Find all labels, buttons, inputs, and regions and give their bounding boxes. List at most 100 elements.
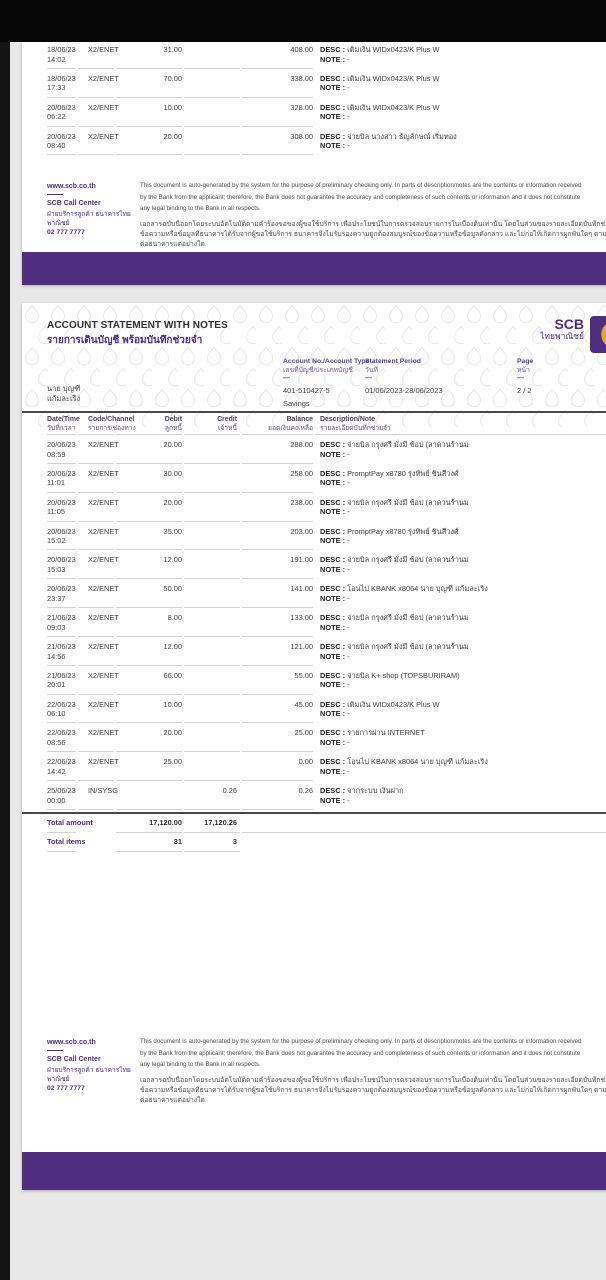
table-row: 21/06/23 20:01 X2/ENET 66.00 55.00 DESC … [22, 668, 606, 697]
row-description: DESC : PromptPay x8780 รุ่งทิพย์ ชินสีวง… [320, 527, 606, 546]
desc-label: DESC : [320, 786, 346, 796]
header-date-time: Date/Time วันที่/เวลา [47, 415, 80, 433]
row-datetime: 25/06/23 00:00 [47, 786, 89, 805]
header-debit: Debit ลูกหนี้ [117, 415, 182, 433]
desc-label: DESC : [320, 45, 346, 54]
row-date: 21/06/23 [47, 670, 76, 680]
row-separator [47, 67, 76, 69]
row-description: DESC : จ่ายบิล กรุงศรี มั่งมี ช้อป (ลาดว… [320, 440, 606, 459]
note-text: - [347, 622, 350, 632]
row-separator [78, 154, 114, 156]
totals-separator [184, 831, 240, 833]
row-separator [242, 664, 313, 666]
total-amount-row: Total amount 17,120.00 17,120.26 [22, 814, 606, 833]
header-en: Balance [286, 416, 313, 423]
row-description: DESC : เติมเงิน WIDx0423/K Plus W NOTE :… [320, 74, 606, 93]
scb-logo-text: SCB ไทยพาณิชย์ [518, 317, 584, 342]
row-channel: X2/ENET [88, 757, 119, 767]
row-channel: X2/ENET [88, 641, 119, 651]
row-channel: X2/ENET [88, 699, 119, 709]
note-text: - [347, 593, 350, 603]
scb-egg-pattern [22, 303, 606, 427]
header-balance: Balance ยอดเงินคงเหลือ [242, 415, 313, 433]
row-date: 20/06/23 [47, 526, 76, 536]
row-debit: 31.00 [163, 45, 183, 54]
row-balance: 288.00 [290, 440, 313, 449]
label-dash: — [365, 375, 372, 382]
header-en: Description/Note [320, 416, 376, 423]
row-debit: 12.00 [163, 641, 183, 651]
row-debit: 20.00 [163, 131, 183, 141]
note-text: - [347, 738, 350, 748]
totals-separator [116, 850, 182, 852]
page-label-th: หน้า [517, 367, 530, 374]
row-separator [47, 520, 76, 522]
row-separator [78, 520, 114, 522]
totals-separator [242, 831, 606, 833]
scb-website-link: www.scb.co.th [47, 183, 96, 190]
row-debit: 20.00 [163, 497, 183, 507]
transactions-table-page1: 18/06/23 14:02 X2/ENET 31.00 408.00 DESC… [22, 42, 606, 157]
disclaimer-th-line: ต่อธนาคารแต่อย่างใด [140, 1096, 205, 1104]
row-channel: X2/ENET [88, 613, 119, 623]
statement-period-column: Statement Period วันที่ — 01/06/2023-28/… [365, 357, 443, 396]
desc-label: DESC : [320, 73, 346, 83]
footer-disclaimer-block: This document is auto-generated by the s… [140, 1036, 606, 1106]
viewer-left-edge [0, 0, 10, 1280]
table-row: 22/06/23 06:10 X2/ENET 10.00 45.00 DESC … [22, 697, 606, 726]
row-separator [242, 125, 313, 127]
row-separator [116, 125, 182, 127]
table-row: 18/06/23 14:02 X2/ENET 31.00 408.00 DESC… [22, 42, 606, 71]
row-separator [184, 693, 240, 695]
row-datetime: 20/06/23 23:37 [47, 584, 89, 603]
row-description: DESC : โอนไป KBANK x8064 นาย บุญฑี แก้มล… [320, 584, 606, 603]
disclaimer-en-line: any legal binding to the Bank in all res… [140, 1061, 261, 1069]
table-row: 20/06/23 15:03 X2/ENET 12.00 191.00 DESC… [22, 552, 606, 581]
note-label: NOTE : [320, 83, 346, 93]
desc-label: DESC : [320, 102, 346, 112]
row-separator [116, 635, 182, 637]
header-th: ลูกหนี้ [164, 425, 182, 432]
row-description: DESC : จ่ายบิล กรุงศรี มั่งมี ช้อป (ลาดว… [320, 642, 606, 661]
statement-title-en: ACCOUNT STATEMENT WITH NOTES [47, 320, 228, 331]
row-description: DESC : จ่ายบิล K+ shop (TOPSBURIRAM) NOT… [320, 671, 606, 690]
row-separator [47, 578, 76, 580]
row-datetime: 20/06/23 15:03 [47, 555, 89, 574]
row-description: DESC : รายการผ่าน INTERNET NOTE : - [320, 728, 606, 747]
note-text: - [347, 449, 350, 459]
account-type: Savings [283, 399, 310, 408]
table-row: 25/06/23 00:00 IN/SYSG 0.26 0.26 DESC : … [22, 783, 606, 812]
row-separator [116, 751, 182, 753]
desc-label: DESC : [320, 555, 346, 565]
row-channel: X2/ENET [88, 497, 119, 507]
row-datetime: 20/06/23 08:59 [47, 440, 89, 459]
desc-text: เติมเงิน WIDx0423/K Plus W [347, 699, 440, 709]
row-datetime: 20/06/23 11:05 [47, 498, 89, 517]
row-separator [184, 751, 240, 753]
label-dash: — [517, 375, 524, 382]
page-footer-bar [22, 1152, 606, 1190]
row-separator [116, 808, 182, 810]
row-separator [242, 693, 313, 695]
note-label: NOTE : [320, 536, 346, 546]
row-channel: X2/ENET [88, 526, 119, 536]
header-en: Code/Channel [88, 416, 135, 423]
table-row: 21/06/23 09:03 X2/ENET 8.00 133.00 DESC … [22, 610, 606, 639]
desc-text: จ่ายบิล กรุงศรี มั่งมี ช้อป (ลาดวนร้านม [347, 613, 469, 623]
desc-text: PromptPay x8780 รุ่งทิพย์ ชินสีวงศ์ [347, 468, 459, 478]
row-balance: 133.00 [290, 613, 313, 623]
period-label-en: Statement Period [365, 358, 421, 365]
row-time: 14:42 [47, 766, 66, 776]
desc-text: เติมเงิน WIDx0423/K Plus W [347, 45, 440, 54]
row-separator [78, 751, 114, 753]
note-text: - [347, 564, 350, 574]
account-holder-surname: แก้มละเริง [47, 394, 81, 403]
disclaimer-th-paragraph: เอกสารฉบับนี้ออกโดยระบบอัตโนมัติตามคำร้อ… [140, 1076, 606, 1106]
note-label: NOTE : [320, 564, 346, 574]
row-time: 06:10 [47, 709, 66, 719]
row-date: 18/06/23 [47, 45, 76, 54]
footer-contact-block: www.scb.co.th SCB Call Center ฝ่ายบริการ… [47, 183, 139, 237]
row-time: 08:59 [47, 449, 66, 459]
row-separator [116, 607, 182, 609]
